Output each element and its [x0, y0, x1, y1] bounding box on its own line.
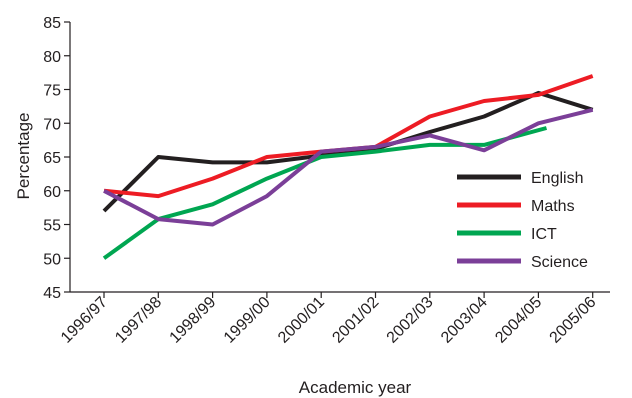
x-tick-label: 2004/05 [492, 294, 545, 347]
legend-label-ict: ICT [531, 226, 557, 243]
x-tick-label: 1996/97 [58, 294, 111, 347]
x-tick-label: 1997/98 [112, 294, 165, 347]
legend-label-maths: Maths [531, 198, 575, 215]
x-tick-label: 2000/01 [275, 294, 328, 347]
x-tick-label: 2003/04 [438, 294, 491, 347]
y-axis: 45 50 55 60 65 70 75 80 85 [43, 15, 71, 302]
x-axis: 1996/97 1997/98 1998/99 1999/00 2000/01 2001/… [58, 291, 610, 347]
x-tick-label: 1999/00 [221, 294, 274, 347]
x-tick-label: 2005/06 [547, 294, 600, 347]
y-tick-label: 80 [43, 49, 61, 66]
x-tick-label: 2001/02 [329, 294, 382, 347]
y-tick-label: 85 [43, 15, 61, 32]
x-tick-label: 2002/03 [384, 294, 437, 347]
y-tick-label: 45 [43, 285, 61, 302]
y-tick-label: 75 [43, 83, 61, 100]
y-tick-label: 55 [43, 218, 61, 235]
y-axis-title: Percentage [14, 113, 33, 200]
series-line-english [102, 90, 594, 213]
legend-label-science: Science [531, 254, 588, 271]
y-tick-label: 50 [43, 251, 61, 268]
y-tick-label: 70 [43, 116, 61, 133]
legend: English Maths ICT Science [457, 170, 588, 271]
legend-label-english: English [531, 170, 583, 187]
plot-area [102, 74, 594, 260]
y-tick-label: 60 [43, 184, 61, 201]
series-line-science [103, 107, 594, 227]
x-axis-title: Academic year [299, 378, 412, 397]
y-tick-label: 65 [43, 150, 61, 167]
x-tick-label: 1998/99 [167, 294, 220, 347]
